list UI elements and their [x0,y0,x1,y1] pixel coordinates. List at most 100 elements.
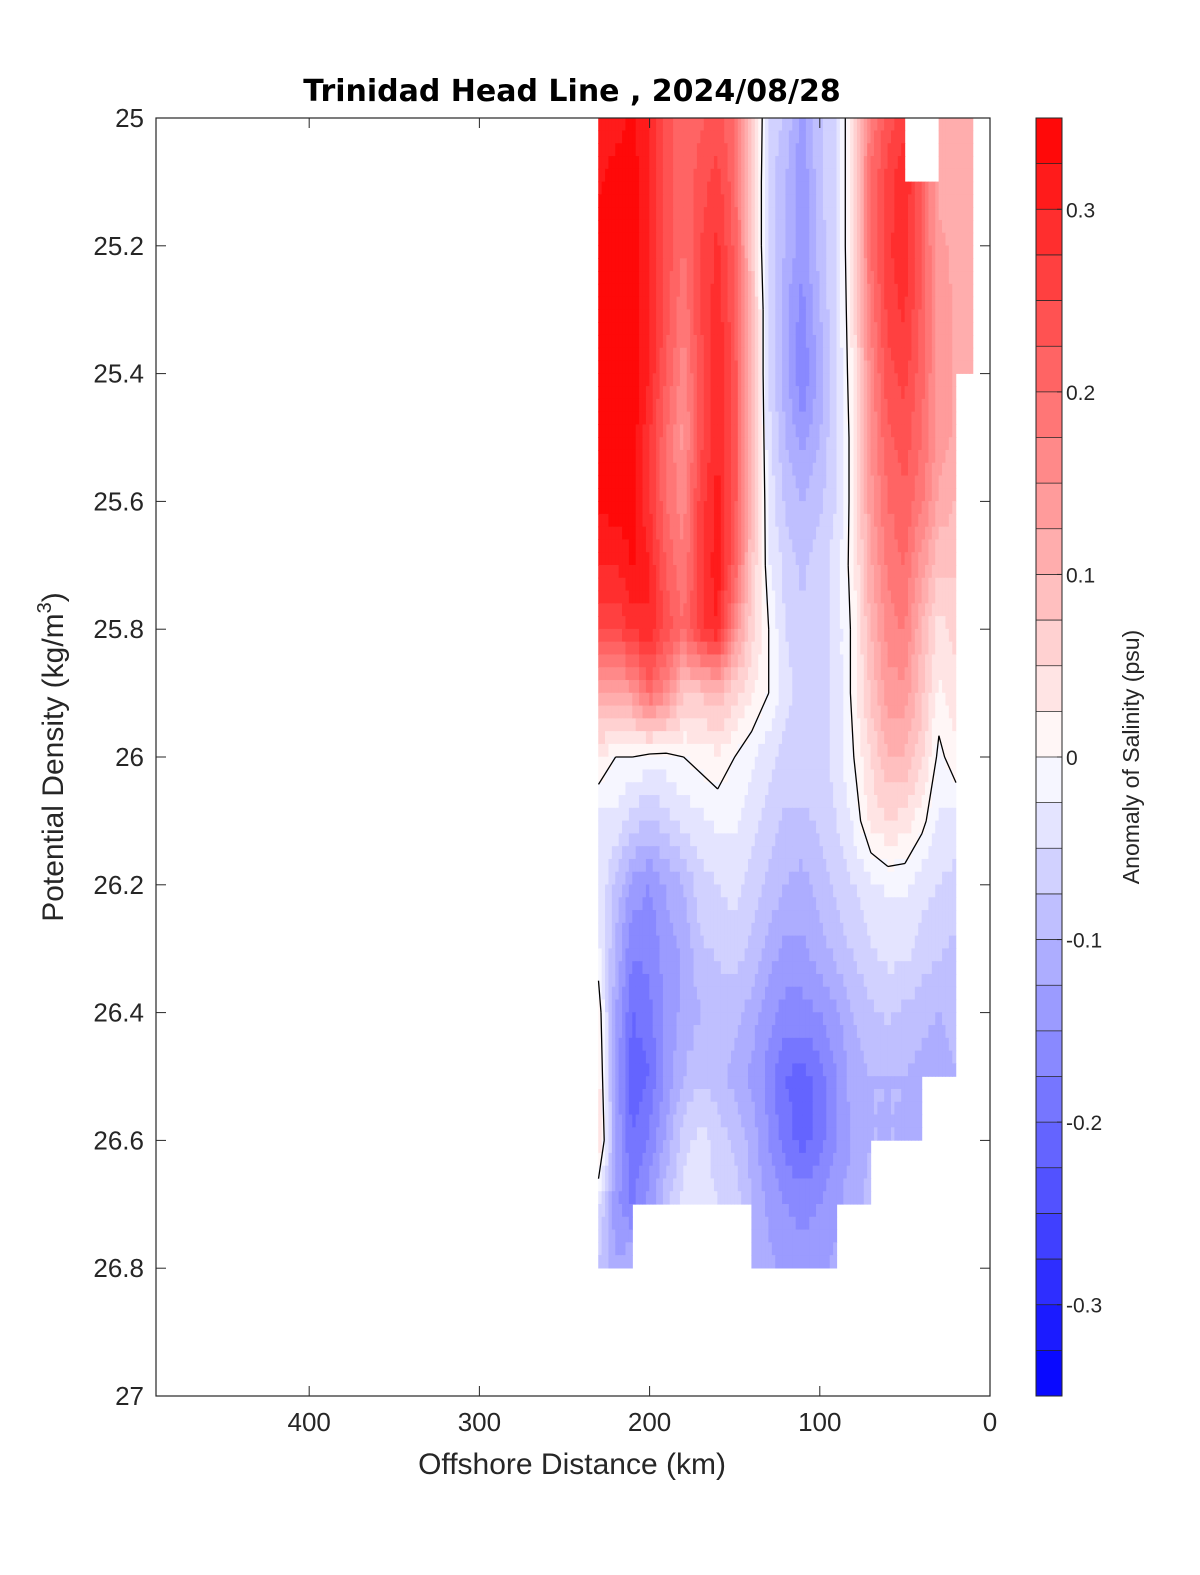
heat-cell [700,411,705,426]
heat-cell [615,258,620,272]
heat-cell [768,271,773,285]
heat-cell [758,271,763,285]
heat-cell [724,577,729,592]
heat-cell [683,731,688,745]
heat-cell [799,424,804,438]
heat-cell [816,590,821,604]
heat-cell [850,437,855,451]
heat-cell [669,219,674,234]
heat-cell [942,501,947,515]
heat-cell [707,475,712,489]
heat-cell [839,130,844,144]
heat-cell [904,322,909,336]
heat-cell [645,590,650,604]
heat-cell [799,373,804,387]
heat-cell [948,680,953,694]
heat-cell [921,488,926,502]
heat-cell [656,143,661,157]
heat-cell [778,641,783,656]
heat-cell [673,718,678,732]
heat-cell [846,680,851,694]
heat-cell [884,360,889,374]
heat-cell [839,667,844,681]
heat-cell [598,667,603,681]
heat-cell [696,232,701,247]
heat-cell [666,373,671,387]
heat-cell [611,501,616,515]
heat-cell [748,271,753,285]
heat-cell [669,565,674,579]
heat-cell [686,718,691,732]
heat-cell [904,283,909,298]
heat-cell [931,667,936,681]
heat-cell [952,539,957,553]
heat-cell [928,309,933,323]
heat-cell [625,488,630,502]
heat-cell [703,424,708,438]
heat-cell [867,168,872,183]
heat-cell [622,334,627,349]
heat-cell [628,628,633,643]
heat-cell [955,360,960,374]
heat-cell [676,590,681,604]
heat-cell [605,245,610,259]
heat-cell [673,283,678,298]
heat-cell [877,667,882,681]
heat-cell [717,143,722,157]
heat-cell [635,296,640,310]
heat-cell [737,373,742,387]
heat-cell [942,118,947,132]
heat-cell [707,118,712,132]
heat-cell [765,322,770,336]
heat-cell [921,616,926,630]
heat-cell [741,577,746,592]
heat-cell [727,283,732,298]
heat-cell [727,667,732,681]
heat-cell [717,232,722,247]
heat-cell [897,207,902,221]
heat-cell [622,590,627,604]
heat-cell [696,577,701,592]
heat-cell [662,143,667,157]
heat-cell [608,475,613,489]
heat-cell [904,488,909,502]
heat-cell [710,590,715,604]
heat-cell [598,118,603,132]
heat-cell [761,488,766,502]
heat-cell [816,258,821,272]
heat-cell [931,398,936,413]
heat-cell [737,296,742,310]
heat-cell [741,309,746,323]
heat-cell [649,334,654,349]
heat-cell [931,526,936,541]
heat-cell [809,667,814,681]
heat-cell [897,347,902,362]
heat-cell [635,118,640,132]
heat-cell [598,181,603,195]
heat-cell [652,590,657,604]
heat-cell [802,245,807,259]
heat-cell [693,322,698,336]
heat-cell [686,347,691,362]
heat-cell [890,130,895,144]
heat-cell [802,322,807,336]
heat-cell [679,334,684,349]
heat-cell [632,692,637,707]
heat-cell [710,168,715,183]
heat-cell [765,424,770,438]
heat-cell [744,322,749,336]
heat-cell [880,667,885,681]
heat-cell [730,552,735,566]
heat-cell [679,296,684,310]
heat-cell [873,411,878,426]
heat-cell [870,296,875,310]
heat-cell [615,743,620,758]
heat-cell [710,462,715,477]
heat-cell [615,603,620,617]
heat-cell [785,168,790,183]
heat-cell [625,603,630,617]
heat-cell [812,258,817,272]
heat-cell [884,245,889,259]
heat-cell [945,398,950,413]
heat-cell [894,143,899,157]
